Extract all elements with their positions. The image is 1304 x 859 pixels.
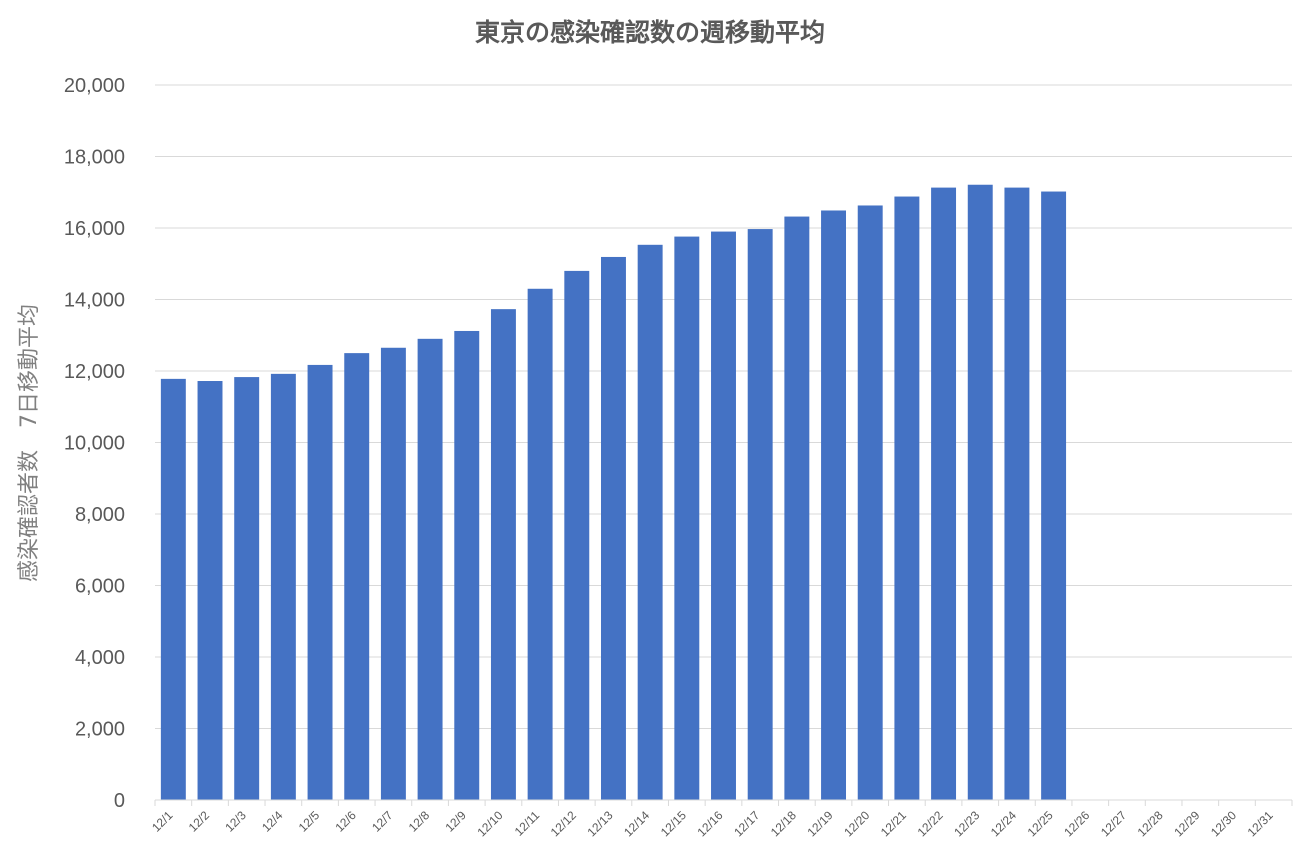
bar (784, 216, 810, 800)
bar (307, 364, 333, 800)
y-axis-label: 感染確認者数 7日移動平均 (17, 304, 42, 582)
x-tick-label: 12/3 (222, 808, 249, 835)
x-tick-label: 12/16 (694, 808, 725, 839)
x-tick-label: 12/7 (369, 808, 396, 835)
bar (637, 244, 663, 801)
bar (270, 373, 296, 800)
bar (967, 184, 993, 800)
y-tick-label: 4,000 (75, 647, 125, 669)
x-tick-label: 12/31 (1245, 808, 1276, 839)
x-tick-label: 12/4 (259, 808, 286, 835)
bar (454, 330, 480, 800)
x-tick-label: 12/21 (878, 808, 909, 839)
x-tick-label: 12/27 (1098, 808, 1129, 839)
bar (600, 256, 626, 800)
x-axis-ticks: 12/1 12/2 12/3 12/4 12/5 12/6 12/7 12/8 12/9 12/1… (149, 808, 1276, 839)
x-tick-label: 12/14 (621, 808, 652, 839)
y-tick-label: 16,000 (64, 218, 125, 240)
x-tick-label: 12/5 (296, 808, 323, 835)
bar (564, 270, 590, 800)
bar (1041, 191, 1067, 800)
bar (857, 205, 883, 801)
bar (747, 229, 773, 800)
y-tick-label: 12,000 (64, 361, 125, 383)
y-tick-label: 0 (114, 790, 125, 812)
bar (344, 353, 370, 800)
x-tick-label: 12/19 (805, 808, 836, 839)
x-tick-label: 12/29 (1171, 808, 1202, 839)
x-tick-label: 12/9 (442, 808, 469, 835)
bar (1004, 187, 1030, 801)
bar (490, 309, 516, 800)
y-tick-label: 2,000 (75, 719, 125, 741)
bar (417, 338, 443, 800)
bar (527, 288, 553, 800)
x-tick-label: 12/10 (474, 808, 505, 839)
y-tick-label: 20,000 (64, 75, 125, 97)
y-tick-label: 6,000 (75, 576, 125, 598)
bar (821, 210, 847, 801)
bar (197, 381, 223, 800)
x-tick-label: 12/15 (658, 808, 689, 839)
y-tick-label: 8,000 (75, 504, 125, 526)
x-tick-label: 12/6 (332, 808, 359, 835)
bar (931, 187, 957, 801)
bar (234, 377, 260, 800)
x-tick-label: 12/2 (186, 808, 213, 835)
x-tick-label: 12/8 (406, 808, 433, 835)
x-tick-label: 12/26 (1061, 808, 1092, 839)
bars (160, 184, 1067, 801)
chart-title: 東京の感染確認数の週移動平均 (475, 18, 825, 47)
x-tick-label: 12/23 (951, 808, 982, 839)
x-tick-label: 12/18 (768, 808, 799, 839)
x-tick-label: 12/28 (1135, 808, 1166, 839)
x-tick-label: 12/30 (1208, 808, 1239, 839)
x-axis (154, 799, 1293, 806)
x-tick-label: 12/1 (149, 808, 176, 835)
x-tick-label: 12/22 (915, 808, 946, 839)
bar (674, 236, 700, 800)
x-tick-label: 12/24 (988, 808, 1019, 839)
x-tick-label: 12/12 (548, 808, 579, 839)
bar (380, 347, 406, 800)
bar (711, 231, 736, 800)
y-axis-ticks: 0 2,000 4,000 6,000 8,000 10,000 12,000 14,000 1… (64, 75, 125, 812)
bar (160, 378, 186, 800)
x-tick-label: 12/17 (731, 808, 762, 839)
y-tick-label: 10,000 (64, 433, 125, 455)
x-tick-label: 12/11 (512, 808, 543, 839)
x-tick-label: 12/20 (841, 808, 872, 839)
x-tick-label: 12/13 (584, 808, 615, 839)
y-tick-label: 18,000 (64, 147, 125, 169)
x-tick-label: 12/25 (1025, 808, 1056, 839)
bar (894, 196, 920, 801)
y-tick-label: 14,000 (64, 290, 125, 312)
